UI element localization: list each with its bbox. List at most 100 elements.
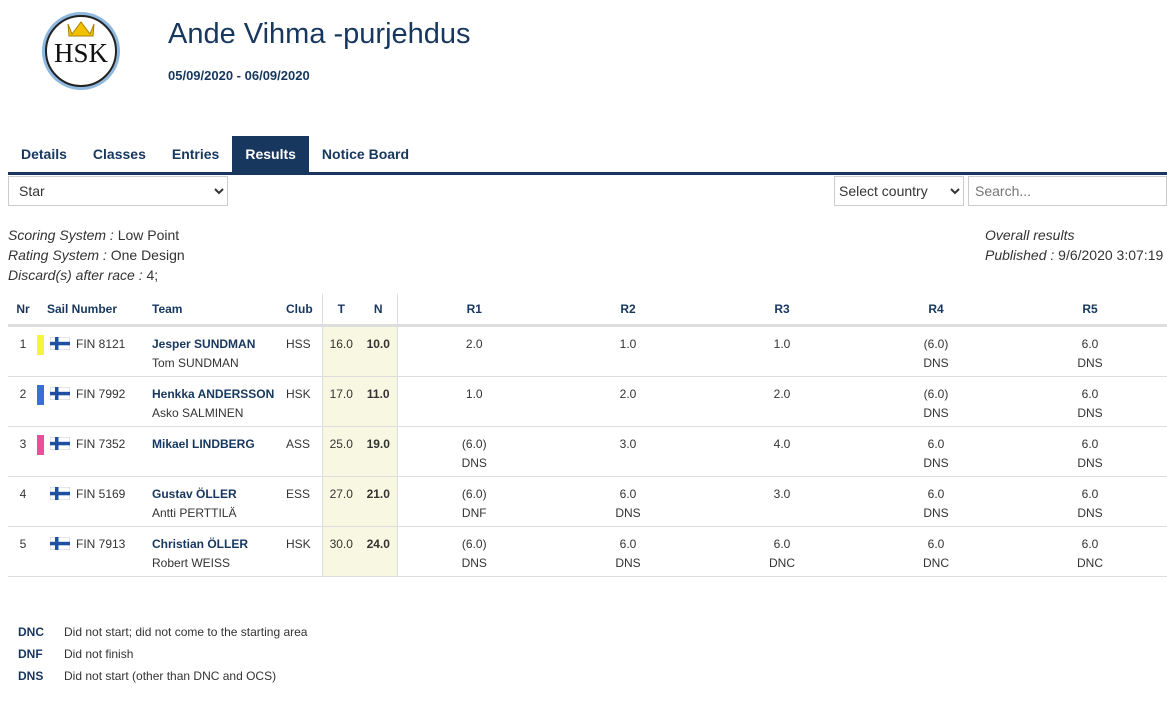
race-score: 6.0 DNS [1013,325,1167,377]
column-header: R3 [705,294,859,327]
tab[interactable]: Classes [92,146,146,162]
flag-fi [49,436,71,451]
score: 3.0 [619,437,637,451]
race-score: 6.0 DNC [1013,526,1167,577]
info-label: Scoring System : [8,227,114,243]
total: 30.0 [321,526,360,577]
column-header: R4 [859,294,1013,327]
helm-name: Gustav ÖLLER [152,487,237,501]
sail-number: FIN 7913 [76,537,126,551]
column-header: Sail Number [38,294,142,327]
result-row: 5 FIN 7913 Christian ÖLLER Robert WEISS HSK 3… [8,526,1167,577]
score: 6.0 [619,537,637,551]
legend-code: DNS [18,669,44,683]
legend-item: DNC Did not start; did not come to the st… [18,621,307,643]
flag-fi [49,536,71,551]
crew-name: Antti PERTTILÄ [152,506,237,520]
score: (6.0) [461,487,487,501]
club: ESS [286,476,322,527]
publish-info: Overall results Published : 9/6/2020 3:0… [985,225,1163,265]
info-line: Rating System : One Design [8,245,185,265]
penalty-code: DNS [923,356,949,370]
column-header: N [360,294,398,327]
score: 1.0 [465,387,483,401]
club: HSK [286,376,322,427]
result-row: 3 FIN 7352 Mikael LINDBERG ASS 25.0 19.0 (6.0)… [8,426,1167,477]
club: HSS [286,325,322,377]
race-score: 2.0 [397,325,551,377]
net: 19.0 [360,426,398,477]
score: 6.0 [619,487,637,501]
race-score: 6.0 DNS [1013,476,1167,527]
team-cell: Henkka ANDERSSON Asko SALMINEN [142,376,286,427]
race-score: 3.0 [551,426,705,477]
score: 6.0 [1081,537,1099,551]
column-header: Nr [8,294,38,327]
team-cell: Mikael LINDBERG [142,426,286,477]
published-value: 9/6/2020 3:07:19 [1058,247,1164,263]
penalty-code: DNS [461,456,487,470]
event-title: Ande Vihma -purjehdus [168,18,471,50]
published-label: Published : [985,247,1055,263]
net: 11.0 [360,376,398,427]
legend-code: DNF [18,647,43,661]
race-score: 1.0 [705,325,859,377]
rank: 5 [8,526,38,577]
tab[interactable]: Details [21,146,67,162]
crew-name: Robert WEISS [152,556,231,570]
country-select[interactable]: Select country [834,176,964,206]
penalty-code: DNS [923,456,949,470]
race-score: 2.0 [551,376,705,427]
penalty-code: DNS [923,406,949,420]
score: 2.0 [773,387,791,401]
legend-text: Did not start; did not come to the start… [64,625,308,639]
race-score: (6.0) DNF [397,476,551,527]
tab[interactable]: Entries [171,146,220,162]
info-value: One Design [110,247,185,263]
score: 4.0 [773,437,791,451]
sail-cell: FIN 5169 [38,476,142,527]
tab[interactable]: Results [232,136,309,172]
sail-cell: FIN 8121 [37,325,142,377]
column-header: T [321,294,360,327]
score: 3.0 [773,487,791,501]
sail-number: FIN 7992 [76,387,126,401]
race-score: 4.0 [705,426,859,477]
helm-name: Christian ÖLLER [152,537,249,551]
sail-cell: FIN 7992 [37,376,142,427]
sail-number: FIN 5169 [76,487,126,501]
score: 2.0 [465,337,483,351]
info-line: Scoring System : Low Point [8,225,185,245]
tab[interactable]: Notice Board [321,146,410,162]
race-score: 6.0 DNS [551,476,705,527]
race-score: 6.0 DNS [1013,376,1167,427]
penalty-code: DNC [769,556,795,570]
flag-fi [49,386,71,401]
team-cell: Gustav ÖLLER Antti PERTTILÄ [142,476,286,527]
class-select[interactable]: Star [8,176,228,206]
column-header: Club [286,294,322,327]
total: 16.0 [321,325,360,377]
total: 17.0 [321,376,360,427]
color-swatch [37,535,44,555]
score: 1.0 [619,337,637,351]
flag-fi [49,336,71,351]
info-label: Rating System : [8,247,107,263]
search-input[interactable] [968,176,1167,206]
color-swatch [37,435,44,455]
info-line: Discard(s) after race : 4; [8,265,185,285]
helm-name: Mikael LINDBERG [152,437,255,451]
penalty-code: DNC [1077,556,1103,570]
penalty-code: DNS [615,506,641,520]
race-score: (6.0) DNS [859,325,1013,377]
net: 10.0 [360,325,398,377]
legend-text: Did not finish [64,647,134,661]
crew-name: Asko SALMINEN [152,406,244,420]
legend-item: DNF Did not finish [18,643,307,665]
rank: 1 [8,325,38,377]
race-score: 1.0 [551,325,705,377]
sail-number: FIN 8121 [76,337,126,351]
legend-item: DNS Did not start (other than DNC and OCS… [18,665,307,687]
results-table: Nr Sail Number Team Club T N R1 R2 R3 R4 R5 1 FIN 8… [8,294,1167,577]
